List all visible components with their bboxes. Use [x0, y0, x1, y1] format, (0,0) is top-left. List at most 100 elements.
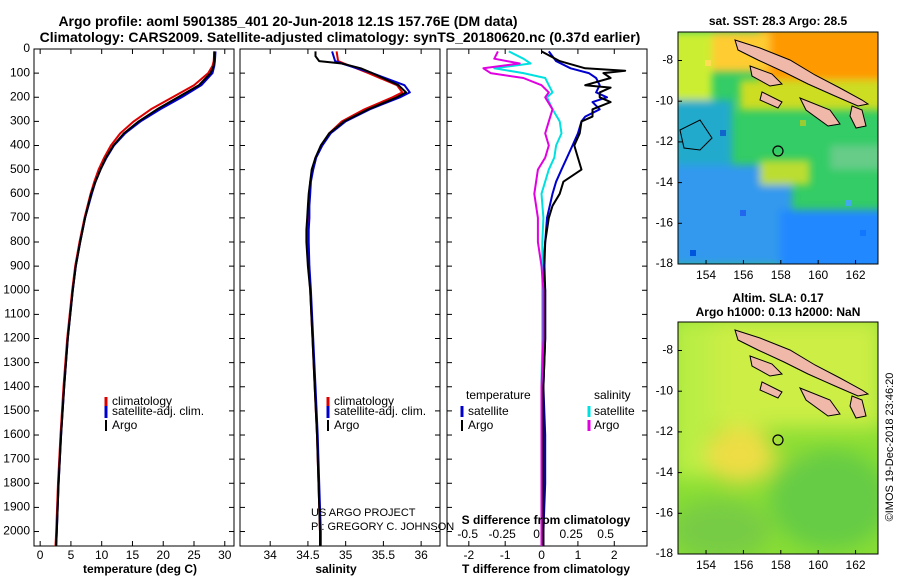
depth-tick-label: 1100: [4, 307, 30, 321]
s-diff-tick-label: -0.25: [488, 527, 516, 541]
salinity-legend: climatology satellite-adj. clim. Argo: [326, 394, 426, 432]
sla-coastline: [734, 329, 870, 419]
legend-label-argo: Argo: [334, 418, 360, 432]
sla-map: [678, 322, 878, 554]
header-line-2: Climatology: CARS2009. Satellite-adjuste…: [40, 29, 641, 45]
header-line-1: Argo profile: aoml 5901385_401 20-Jun-20…: [58, 13, 517, 29]
map-lat-label: -14: [656, 175, 674, 189]
sst-pixel: [845, 200, 851, 206]
series-line-satellite-adj-clim-: [55, 51, 217, 547]
sla-map-subtitle: Argo h1000: 0.13 h2000: NaN: [696, 305, 861, 319]
map-lat-label: -18: [656, 546, 674, 560]
x-tick-label: 0: [37, 548, 44, 562]
legend-label-climatology: climatology: [112, 394, 172, 408]
legend-label-climatology: climatology: [334, 394, 394, 408]
x-tick-label: 2: [611, 548, 618, 562]
series-line-argo: [305, 51, 407, 546]
sst-map-title: sat. SST: 28.3 Argo: 28.5: [709, 14, 848, 28]
x-tick-label: -2: [463, 548, 474, 562]
x-tick-label: 25: [187, 548, 201, 562]
temperature-legend: climatology satellite-adj. clim. Argo: [104, 394, 204, 432]
depth-tick-label: 1200: [3, 331, 30, 345]
x-tick-label: 30: [218, 548, 232, 562]
x-tick-label: 34.5: [296, 548, 320, 562]
series-line-s-argo: [482, 50, 554, 546]
depth-tick-label: 1300: [3, 355, 30, 369]
difference-legend: temperature satellite Argo salinity sate…: [460, 388, 635, 432]
series-line-t-satellite: [542, 50, 608, 546]
sst-pixel: [860, 230, 866, 236]
depth-tick-label: 1800: [3, 475, 30, 489]
series-line-t-argo: [541, 50, 627, 546]
depth-tick-label: 700: [10, 210, 30, 224]
map-lat-label: -10: [656, 383, 674, 397]
sst-float-marker: [772, 145, 784, 157]
sst-map-axes: 154 156 158 160 162 -8 -10 -12 -14 -16 -18: [656, 53, 866, 282]
map-lon-label: 154: [696, 268, 716, 282]
depth-tick-label: 1700: [3, 451, 30, 465]
t-diff-xlabel: T difference from climatology: [462, 562, 630, 576]
map-lat-label: -18: [656, 256, 674, 270]
sla-map-axes: 154 156 158 160 162 -8 -10 -12 -14 -16 -18: [656, 343, 866, 572]
depth-tick-label: 500: [10, 162, 30, 176]
map-lon-label: 160: [808, 268, 828, 282]
sst-pixel: [740, 210, 746, 216]
x-tick-label: 15: [126, 548, 140, 562]
depth-tick-label: 100: [10, 65, 30, 79]
depth-tick-label: 1400: [3, 379, 30, 393]
x-tick-label: 1: [575, 548, 582, 562]
salinity-xlabel: salinity: [315, 562, 357, 576]
sst-map-frame: [677, 31, 879, 265]
map-lat-label: -16: [656, 505, 674, 519]
depth-tick-label: 800: [10, 234, 30, 248]
depth-tick-label: 2000: [3, 524, 30, 538]
sst-map: [678, 32, 878, 264]
legend-label-argo: Argo: [112, 418, 138, 432]
depth-tick-label: 400: [10, 138, 30, 152]
x-tick-label: 34: [264, 548, 278, 562]
map-lon-label: 158: [771, 268, 791, 282]
sst-pixel: [720, 130, 726, 136]
series-line-satellite-adj-clim-: [307, 51, 411, 546]
depth-tick-label: 1600: [3, 427, 30, 441]
depth-tick-label: 300: [10, 114, 30, 128]
s-diff-label: S difference from climatology: [462, 513, 631, 527]
temperature-plot: 0 5 10 15 20 25 30: [37, 49, 232, 562]
s-diff-tick-label: 0.5: [597, 527, 614, 541]
x-tick-label: 35.5: [372, 548, 396, 562]
depth-axis: 0 100 200 300 400 500 600 700 800 900 1000 1100 1200…: [3, 41, 647, 538]
x-tick-label: 35: [339, 548, 353, 562]
credit-pi: PI: GREGORY C. JOHNSON: [311, 521, 454, 533]
map-lon-label: 162: [846, 558, 866, 572]
salinity-plot: 34 34.5 35 35.5 36: [264, 49, 428, 562]
sla-float-marker: [772, 434, 784, 446]
depth-tick-label: 1500: [3, 403, 30, 417]
legend-title-temperature: temperature: [466, 388, 531, 402]
sst-pixel: [705, 60, 711, 66]
depth-tick-label: 900: [10, 258, 30, 272]
credit-project: US ARGO PROJECT: [311, 507, 416, 519]
map-lat-label: -14: [656, 465, 674, 479]
map-lat-label: -12: [656, 134, 674, 148]
sst-pixel: [800, 120, 806, 126]
x-tick-label: 36: [414, 548, 428, 562]
map-lon-label: 160: [808, 558, 828, 572]
map-lon-label: 156: [733, 268, 753, 282]
legend-label-s-satellite: satellite: [594, 404, 635, 418]
map-lon-label: 158: [771, 558, 791, 572]
map-lon-label: 162: [846, 268, 866, 282]
map-lat-label: -8: [662, 53, 673, 67]
map-lat-label: -12: [656, 424, 674, 438]
s-diff-tick-label: 0.25: [559, 527, 583, 541]
salinity-panel-frame: [239, 48, 441, 547]
sst-coastline: [679, 39, 870, 151]
sst-pixel: [690, 250, 696, 256]
legend-label-s-argo: Argo: [594, 418, 620, 432]
legend-label-satellite: satellite-adj. clim.: [112, 404, 204, 418]
series-line-s-satellite: [493, 50, 563, 546]
imos-watermark: ©IMOS 19-Dec-2018 23:46:20: [884, 373, 896, 522]
depth-tick-label: 200: [10, 89, 30, 103]
legend-label-t-satellite: satellite: [468, 404, 509, 418]
difference-plot: -2 -1 0 1 2 -0.5 -0.25 0 0.25 0.5: [457, 49, 627, 562]
